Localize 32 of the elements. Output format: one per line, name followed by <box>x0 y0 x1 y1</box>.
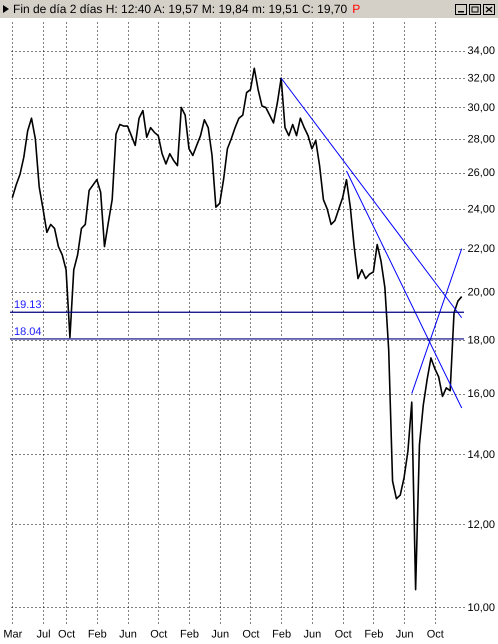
x-tick-label: Oct <box>426 628 444 640</box>
x-tick-label: Oct <box>242 628 260 640</box>
x-tick-label: Feb <box>272 628 292 640</box>
x-tick-label: Feb <box>180 628 199 640</box>
ref-line-label: 19.13 <box>14 299 42 312</box>
y-tick-label: 14,00 <box>468 448 496 461</box>
y-tick-label: 16,00 <box>468 388 496 400</box>
x-tick-label: Oct <box>58 628 76 640</box>
y-tick-label: 30,00 <box>468 102 496 114</box>
y-tick-label: 34,00 <box>468 45 496 58</box>
x-tick-label: Oct <box>150 628 168 640</box>
text: P <box>352 2 360 16</box>
x-tick-label: Mar <box>3 628 23 640</box>
y-tick-label: 24,00 <box>468 204 496 216</box>
x-tick-label: Jul <box>36 628 51 640</box>
x-tick-label: Feb <box>364 628 384 640</box>
y-tick-label: 10,00 <box>468 602 496 614</box>
x-tick-label: Jun <box>396 628 414 640</box>
y-tick-label: 28,00 <box>468 133 496 146</box>
chart-title: Fin de día 2 días H: 12:40 A: 19,57 M: 19,84 m: 19,51 C: 19,70 <box>13 2 348 16</box>
x-tick-label: Feb <box>88 628 107 640</box>
y-tick-label: 12,00 <box>468 518 496 531</box>
x-tick-label: Jun <box>304 628 322 640</box>
x-tick-label: Jun <box>211 628 230 640</box>
y-tick-label: 22,00 <box>468 243 496 256</box>
y-tick-label: 18,00 <box>468 334 496 346</box>
x-tick-label: Oct <box>334 628 352 640</box>
ref-line-label: 18.04 <box>14 326 42 338</box>
y-tick-label: 32,00 <box>468 72 496 85</box>
x-tick-label: Jun <box>119 628 137 640</box>
y-tick-label: 20,00 <box>468 286 496 298</box>
y-tick-label: 26,00 <box>468 167 496 180</box>
